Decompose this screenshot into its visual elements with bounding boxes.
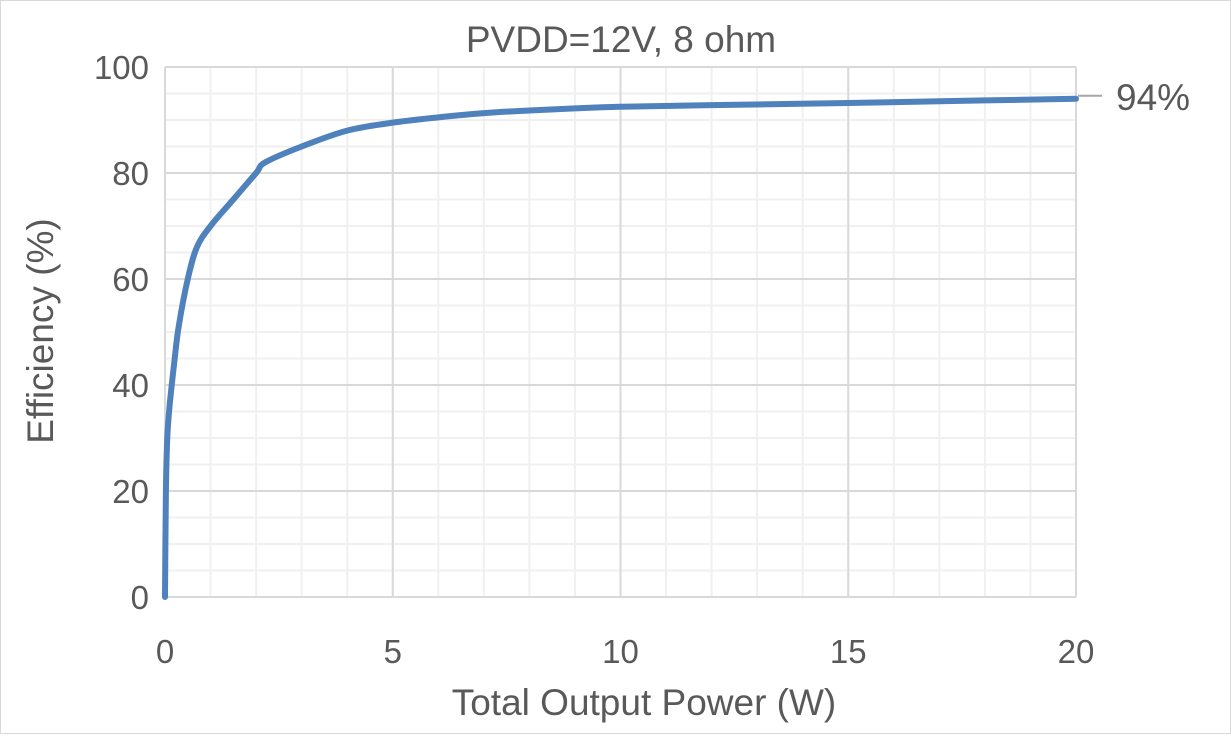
efficiency-series-line — [162, 95, 1079, 600]
y-axis-title: Efficiency (%) — [20, 218, 61, 444]
x-tick-label: 10 — [602, 633, 639, 670]
series-layer — [162, 95, 1079, 600]
annotation-layer: 94% — [1078, 77, 1190, 118]
y-tick-label: 100 — [94, 49, 149, 86]
x-tick-label: 5 — [384, 633, 402, 670]
tick-labels: 0 5 10 15 20 0 20 40 60 80 100 — [94, 49, 1094, 670]
y-tick-label: 20 — [112, 473, 149, 510]
data-label: 94% — [1116, 77, 1190, 118]
y-tick-label: 40 — [112, 367, 149, 404]
x-axis-title: Total Output Power (W) — [452, 682, 837, 723]
x-tick-label: 20 — [1058, 633, 1095, 670]
y-tick-label: 0 — [131, 579, 149, 616]
chart-title: PVDD=12V, 8 ohm — [466, 19, 776, 60]
y-tick-label: 80 — [112, 155, 149, 192]
x-tick-label: 15 — [830, 633, 867, 670]
x-tick-label: 0 — [156, 633, 174, 670]
y-tick-label: 60 — [112, 261, 149, 298]
major-grid — [164, 66, 1077, 598]
